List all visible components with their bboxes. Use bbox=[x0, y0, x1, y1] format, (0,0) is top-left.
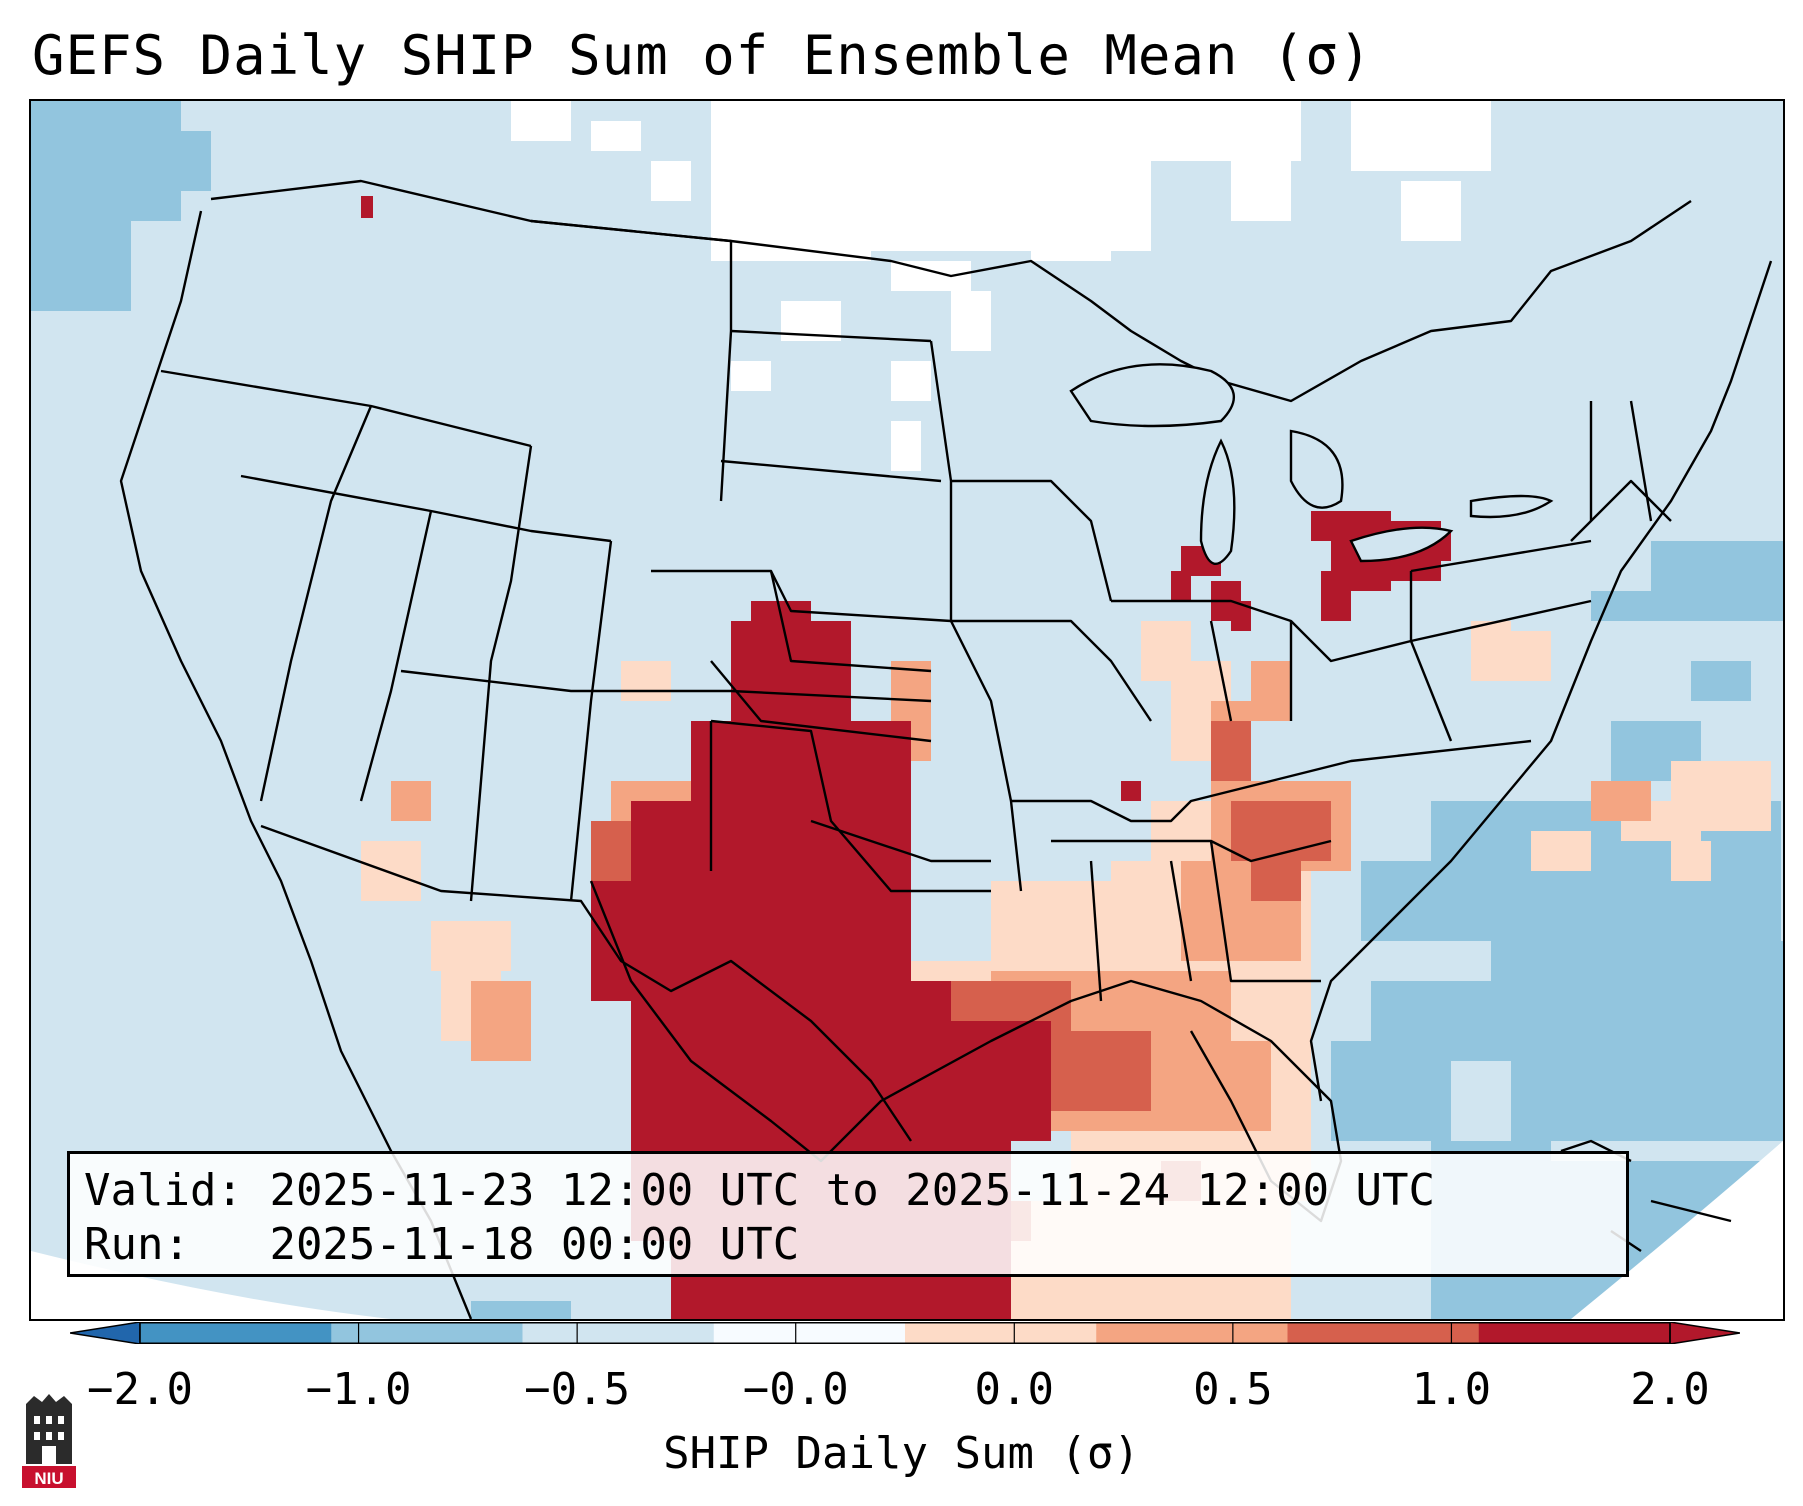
colorbar-bin bbox=[1478, 1322, 1671, 1344]
colorbar-bin bbox=[1287, 1322, 1480, 1344]
lake-michigan bbox=[1199, 438, 1236, 565]
colorbar-tick-label: 2.0 bbox=[1630, 1364, 1710, 1415]
colorbar-bin bbox=[1096, 1322, 1288, 1344]
valid-run-info-box: Valid: 2025-11-23 12:00 UTC to 2025-11-2… bbox=[67, 1151, 1629, 1277]
colorbar-tick-label: −0.5 bbox=[524, 1364, 631, 1415]
colorbar-extend-min bbox=[70, 1322, 141, 1344]
political-borders bbox=[119, 179, 1773, 1319]
projection-edge-left bbox=[31, 1251, 391, 1319]
map-canvas bbox=[31, 101, 1783, 1319]
pacific-coast bbox=[119, 210, 473, 1319]
lake-erie bbox=[1349, 526, 1454, 563]
colorbar-label: SHIP Daily Sum (σ) bbox=[663, 1428, 1140, 1479]
colorbar-bin bbox=[331, 1322, 523, 1344]
run-value: 2025-11-18 00:00 UTC bbox=[269, 1219, 800, 1270]
colorbar bbox=[70, 1322, 1740, 1344]
lake-ontario bbox=[1469, 494, 1554, 519]
colorbar-tick-label: −1.0 bbox=[305, 1364, 412, 1415]
near-zero-region bbox=[511, 101, 1491, 471]
colorbar-bin bbox=[522, 1322, 715, 1344]
mexico-border bbox=[260, 824, 912, 1142]
atlantic-coast bbox=[1309, 260, 1773, 1102]
colorbar-bin bbox=[905, 1322, 1097, 1344]
lake-superior bbox=[1069, 363, 1236, 428]
colorbar-tick-label: 0.5 bbox=[1193, 1364, 1273, 1415]
colorbar-tick-label: 1.0 bbox=[1411, 1364, 1492, 1415]
logo-tower-icon bbox=[26, 1394, 72, 1464]
lake-huron bbox=[1289, 429, 1344, 509]
colorbar-tick-label: −0.0 bbox=[742, 1364, 849, 1415]
chart-title: GEFS Daily SHIP Sum of Ensemble Mean (σ) bbox=[32, 24, 1373, 87]
colorbar-tick-label: −2.0 bbox=[87, 1364, 193, 1415]
great-lakes bbox=[1069, 363, 1554, 565]
map-panel bbox=[29, 99, 1785, 1321]
run-label: Run: bbox=[84, 1219, 190, 1270]
projection-edge-right bbox=[1571, 1141, 1783, 1319]
colorbar-tick-label: 0.0 bbox=[974, 1364, 1055, 1415]
colorbar-extend-max bbox=[1669, 1322, 1740, 1344]
niu-logo: NIU bbox=[22, 1394, 76, 1488]
valid-value: 2025-11-23 12:00 UTC to 2025-11-24 12:00… bbox=[269, 1165, 1436, 1216]
colorbar-bin bbox=[713, 1322, 906, 1344]
logo-text: NIU bbox=[34, 1469, 63, 1488]
colorbar-bin bbox=[140, 1322, 332, 1344]
valid-label: Valid: bbox=[84, 1165, 243, 1216]
